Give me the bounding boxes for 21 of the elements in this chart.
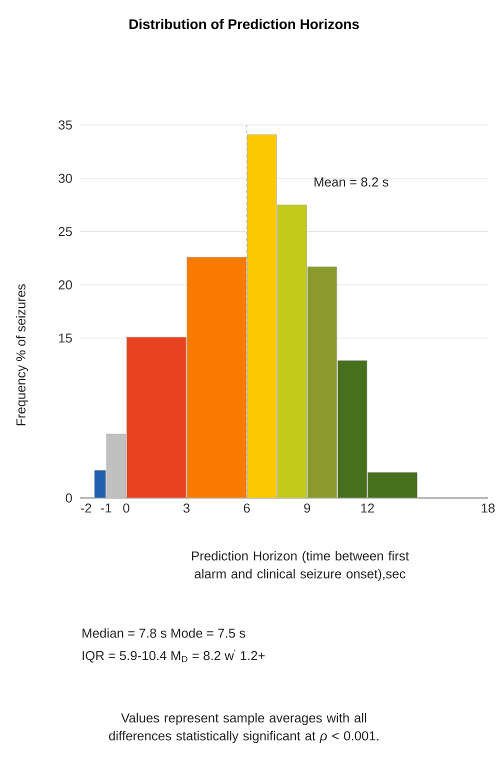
x-tick-label: 9: [304, 504, 310, 513]
x-tick-label: -2: [81, 504, 92, 513]
text: IQR = 5.9-10.4 M$_{D}$ = 8.2 w$^{'}$ 1.2+: [82, 649, 265, 663]
x-tick-label: 0: [123, 504, 130, 513]
text: Values represent sample averages with all differences statistically significant at ρ < 0.001.: [109, 712, 379, 743]
x-tick-label: 6: [244, 504, 250, 513]
y-tick-label: 35: [58, 120, 72, 130]
x-axis-title: Prediction Horizon (time between first alarm and clinical seizure onset),sec: [192, 550, 410, 581]
annotation: Mean = 8.2 s: [314, 177, 389, 187]
y-tick-label: 0: [66, 493, 72, 503]
text: Median = 7.8 s Mode = 7.5 s: [82, 628, 246, 638]
x-tick-label: 12: [361, 504, 374, 513]
x-tick-label: 18: [482, 504, 495, 513]
y-tick-label: 25: [58, 226, 72, 236]
x-tick-label: -1: [101, 504, 112, 512]
y-tick-label: 20: [58, 280, 72, 290]
x-tick-label: 3: [184, 504, 190, 513]
chart-title: Distribution of Prediction Horizons: [130, 18, 360, 30]
y-axis-title: Frequency % of seizures: [16, 284, 28, 426]
y-tick-label: 15: [59, 334, 72, 343]
y-tick-label: 30: [58, 174, 72, 183]
